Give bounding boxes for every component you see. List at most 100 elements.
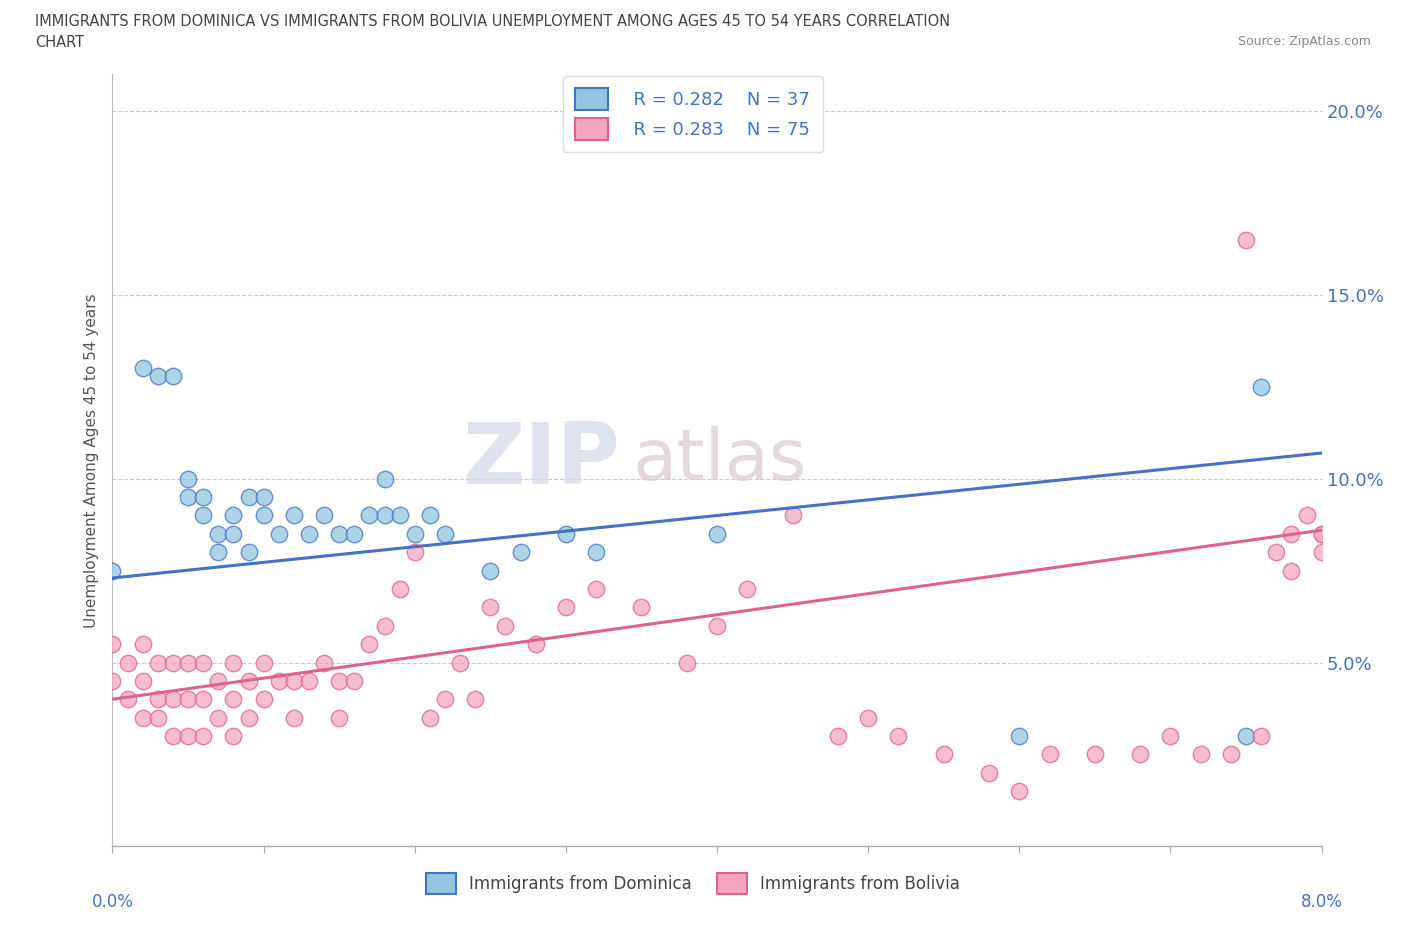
Point [359,637,381,652]
Point [887,728,910,743]
Point [1234,232,1257,247]
Y-axis label: Unemployment Among Ages 45 to 54 years: Unemployment Among Ages 45 to 54 years [83,293,98,628]
Point [162,368,184,383]
Point [146,368,169,383]
Point [404,526,426,541]
Point [132,673,155,688]
Point [509,545,531,560]
Point [585,545,607,560]
Point [177,472,200,486]
Point [1279,526,1302,541]
Point [177,490,200,505]
Point [630,600,652,615]
Point [146,655,169,670]
Point [283,711,305,725]
Point [706,526,728,541]
Legend: Immigrants from Dominica, Immigrants from Bolivia: Immigrants from Dominica, Immigrants fro… [416,863,970,904]
Text: CHART: CHART [35,35,84,50]
Point [479,600,502,615]
Point [1038,747,1062,762]
Point [222,692,245,707]
Point [1310,545,1333,560]
Point [524,637,547,652]
Point [706,618,728,633]
Point [253,490,276,505]
Point [267,526,290,541]
Point [222,655,245,670]
Point [328,711,350,725]
Point [207,545,229,560]
Point [1265,545,1288,560]
Point [675,655,697,670]
Point [146,692,169,707]
Point [1295,508,1317,523]
Point [1279,564,1302,578]
Point [283,508,305,523]
Point [464,692,486,707]
Point [132,637,155,652]
Point [932,747,955,762]
Point [207,673,229,688]
Point [1008,728,1031,743]
Point [419,508,441,523]
Point [101,564,124,578]
Point [554,600,576,615]
Point [222,526,245,541]
Point [359,508,381,523]
Point [1189,747,1212,762]
Point [479,564,502,578]
Point [343,526,366,541]
Point [373,508,396,523]
Point [162,655,184,670]
Point [449,655,471,670]
Point [177,655,200,670]
Point [253,508,276,523]
Point [146,711,169,725]
Point [1234,728,1257,743]
Point [117,692,139,707]
Point [433,526,456,541]
Point [191,508,215,523]
Point [433,692,456,707]
Point [222,728,245,743]
Point [191,728,215,743]
Text: ZIP: ZIP [463,418,620,502]
Point [373,472,396,486]
Point [1310,526,1333,541]
Point [373,618,396,633]
Point [404,545,426,560]
Point [827,728,849,743]
Point [1159,728,1181,743]
Point [388,581,411,596]
Point [1250,728,1272,743]
Point [343,673,366,688]
Point [856,711,880,725]
Point [283,673,305,688]
Point [979,765,1001,780]
Point [328,673,350,688]
Point [191,692,215,707]
Point [101,637,124,652]
Text: IMMIGRANTS FROM DOMINICA VS IMMIGRANTS FROM BOLIVIA UNEMPLOYMENT AMONG AGES 45 T: IMMIGRANTS FROM DOMINICA VS IMMIGRANTS F… [35,14,950,29]
Point [207,711,229,725]
Point [737,581,759,596]
Point [312,655,335,670]
Point [238,545,260,560]
Text: Source: ZipAtlas.com: Source: ZipAtlas.com [1237,35,1371,48]
Point [1129,747,1152,762]
Point [267,673,290,688]
Point [117,655,139,670]
Point [1310,526,1333,541]
Point [238,673,260,688]
Point [1219,747,1241,762]
Point [101,673,124,688]
Point [207,526,229,541]
Point [191,655,215,670]
Point [298,673,321,688]
Point [1008,784,1031,799]
Point [162,728,184,743]
Point [177,692,200,707]
Point [253,692,276,707]
Point [495,618,517,633]
Text: 8.0%: 8.0% [1301,893,1343,910]
